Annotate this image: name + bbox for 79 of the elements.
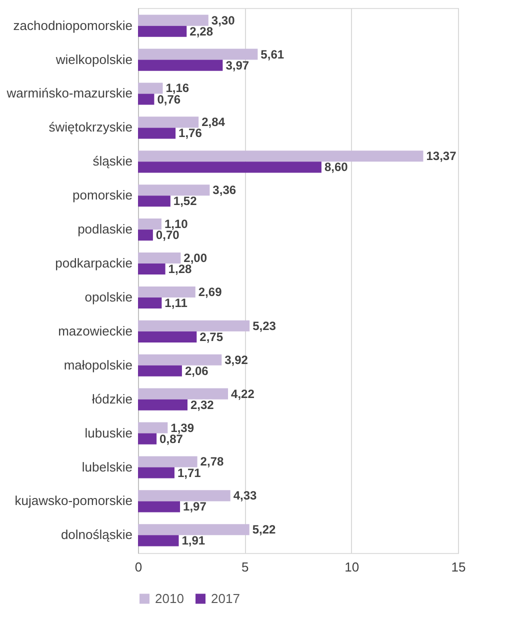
y-tick-label: warmińsko-mazurskie: [6, 86, 132, 101]
data-label: 2,84: [202, 115, 226, 130]
bar: [138, 388, 228, 400]
bar: [138, 433, 157, 444]
bar: [138, 501, 180, 512]
legend-label: 2010: [155, 590, 184, 606]
bar: [138, 354, 222, 366]
data-label: 1,11: [164, 296, 188, 310]
data-label: 2,32: [190, 398, 214, 412]
data-label: 2,06: [184, 364, 209, 378]
x-tick-label: 0: [134, 560, 142, 574]
data-label: 3,92: [224, 352, 248, 367]
bar: [138, 535, 179, 546]
bar: [138, 116, 199, 128]
bar: [138, 60, 223, 71]
y-tick-label: świętokrzyskie: [48, 120, 132, 135]
data-label: 3,36: [212, 183, 236, 198]
bar: [138, 48, 258, 60]
bar: [138, 490, 230, 502]
y-tick-label: opolskie: [84, 289, 132, 304]
bar: [138, 26, 187, 37]
bar: [138, 365, 182, 376]
y-tick-label: wielkopolskie: [54, 52, 132, 67]
data-label: 2,28: [190, 24, 214, 38]
x-tick-label: 5: [242, 560, 249, 574]
y-tick-label: łódzkie: [92, 391, 132, 406]
bar: [138, 82, 163, 94]
bar: [138, 196, 170, 207]
data-label: 1,39: [170, 420, 194, 435]
data-label: 4,33: [233, 488, 258, 503]
y-tick-label: podkarpackie: [55, 256, 132, 271]
bar: [138, 94, 154, 105]
data-label: 1,52: [173, 194, 198, 208]
bar: [138, 264, 166, 275]
y-tick-label: mazowieckie: [58, 323, 132, 338]
data-label: 1,91: [182, 534, 206, 548]
bar: [138, 467, 174, 478]
bar: [138, 128, 176, 139]
bar: [138, 297, 162, 309]
data-label: 5,61: [260, 47, 284, 62]
data-label: 5,22: [252, 522, 276, 537]
data-label: 2,75: [200, 330, 224, 344]
x-tick-label: 15: [451, 560, 466, 574]
bar: [138, 162, 322, 173]
data-label: 1,76: [178, 126, 202, 140]
data-label: 1,71: [177, 466, 202, 480]
y-tick-label: pomorskie: [72, 188, 132, 203]
data-label: 1,97: [183, 500, 207, 514]
bar: [138, 320, 250, 332]
bar: [138, 252, 181, 264]
bar: [138, 184, 210, 196]
y-tick-label: kujawsko-pomorskie: [14, 493, 132, 508]
bar: [138, 286, 196, 298]
x-tick-label: 10: [344, 560, 360, 574]
y-tick-label: lubuskie: [84, 425, 132, 440]
bar: [138, 150, 424, 162]
bar: [138, 331, 197, 342]
data-label: 4,22: [231, 386, 255, 401]
y-tick-label: podlaskie: [78, 222, 132, 237]
bar: [138, 14, 208, 26]
y-tick-label: śląskie: [92, 154, 132, 169]
data-label: 3,97: [226, 58, 250, 72]
y-tick-label: małopolskie: [64, 357, 132, 372]
bar: [138, 524, 250, 536]
y-tick-label: dolnośląskie: [60, 527, 132, 542]
data-label: 3,30: [211, 13, 236, 28]
data-label: 2,78: [200, 454, 224, 469]
legend-label: 2017: [211, 590, 240, 606]
y-tick-label: lubelskie: [82, 459, 132, 474]
bar: [138, 456, 198, 468]
data-label: 8,60: [324, 160, 348, 174]
bar: [138, 230, 153, 241]
bar: [138, 422, 168, 434]
bar: [138, 218, 162, 230]
data-label: 5,23: [252, 318, 276, 333]
data-label: 2,69: [198, 284, 222, 299]
y-tick-label: zachodniopomorskie: [13, 18, 132, 33]
bar: [138, 399, 188, 410]
data-label: 13,37: [426, 149, 457, 164]
